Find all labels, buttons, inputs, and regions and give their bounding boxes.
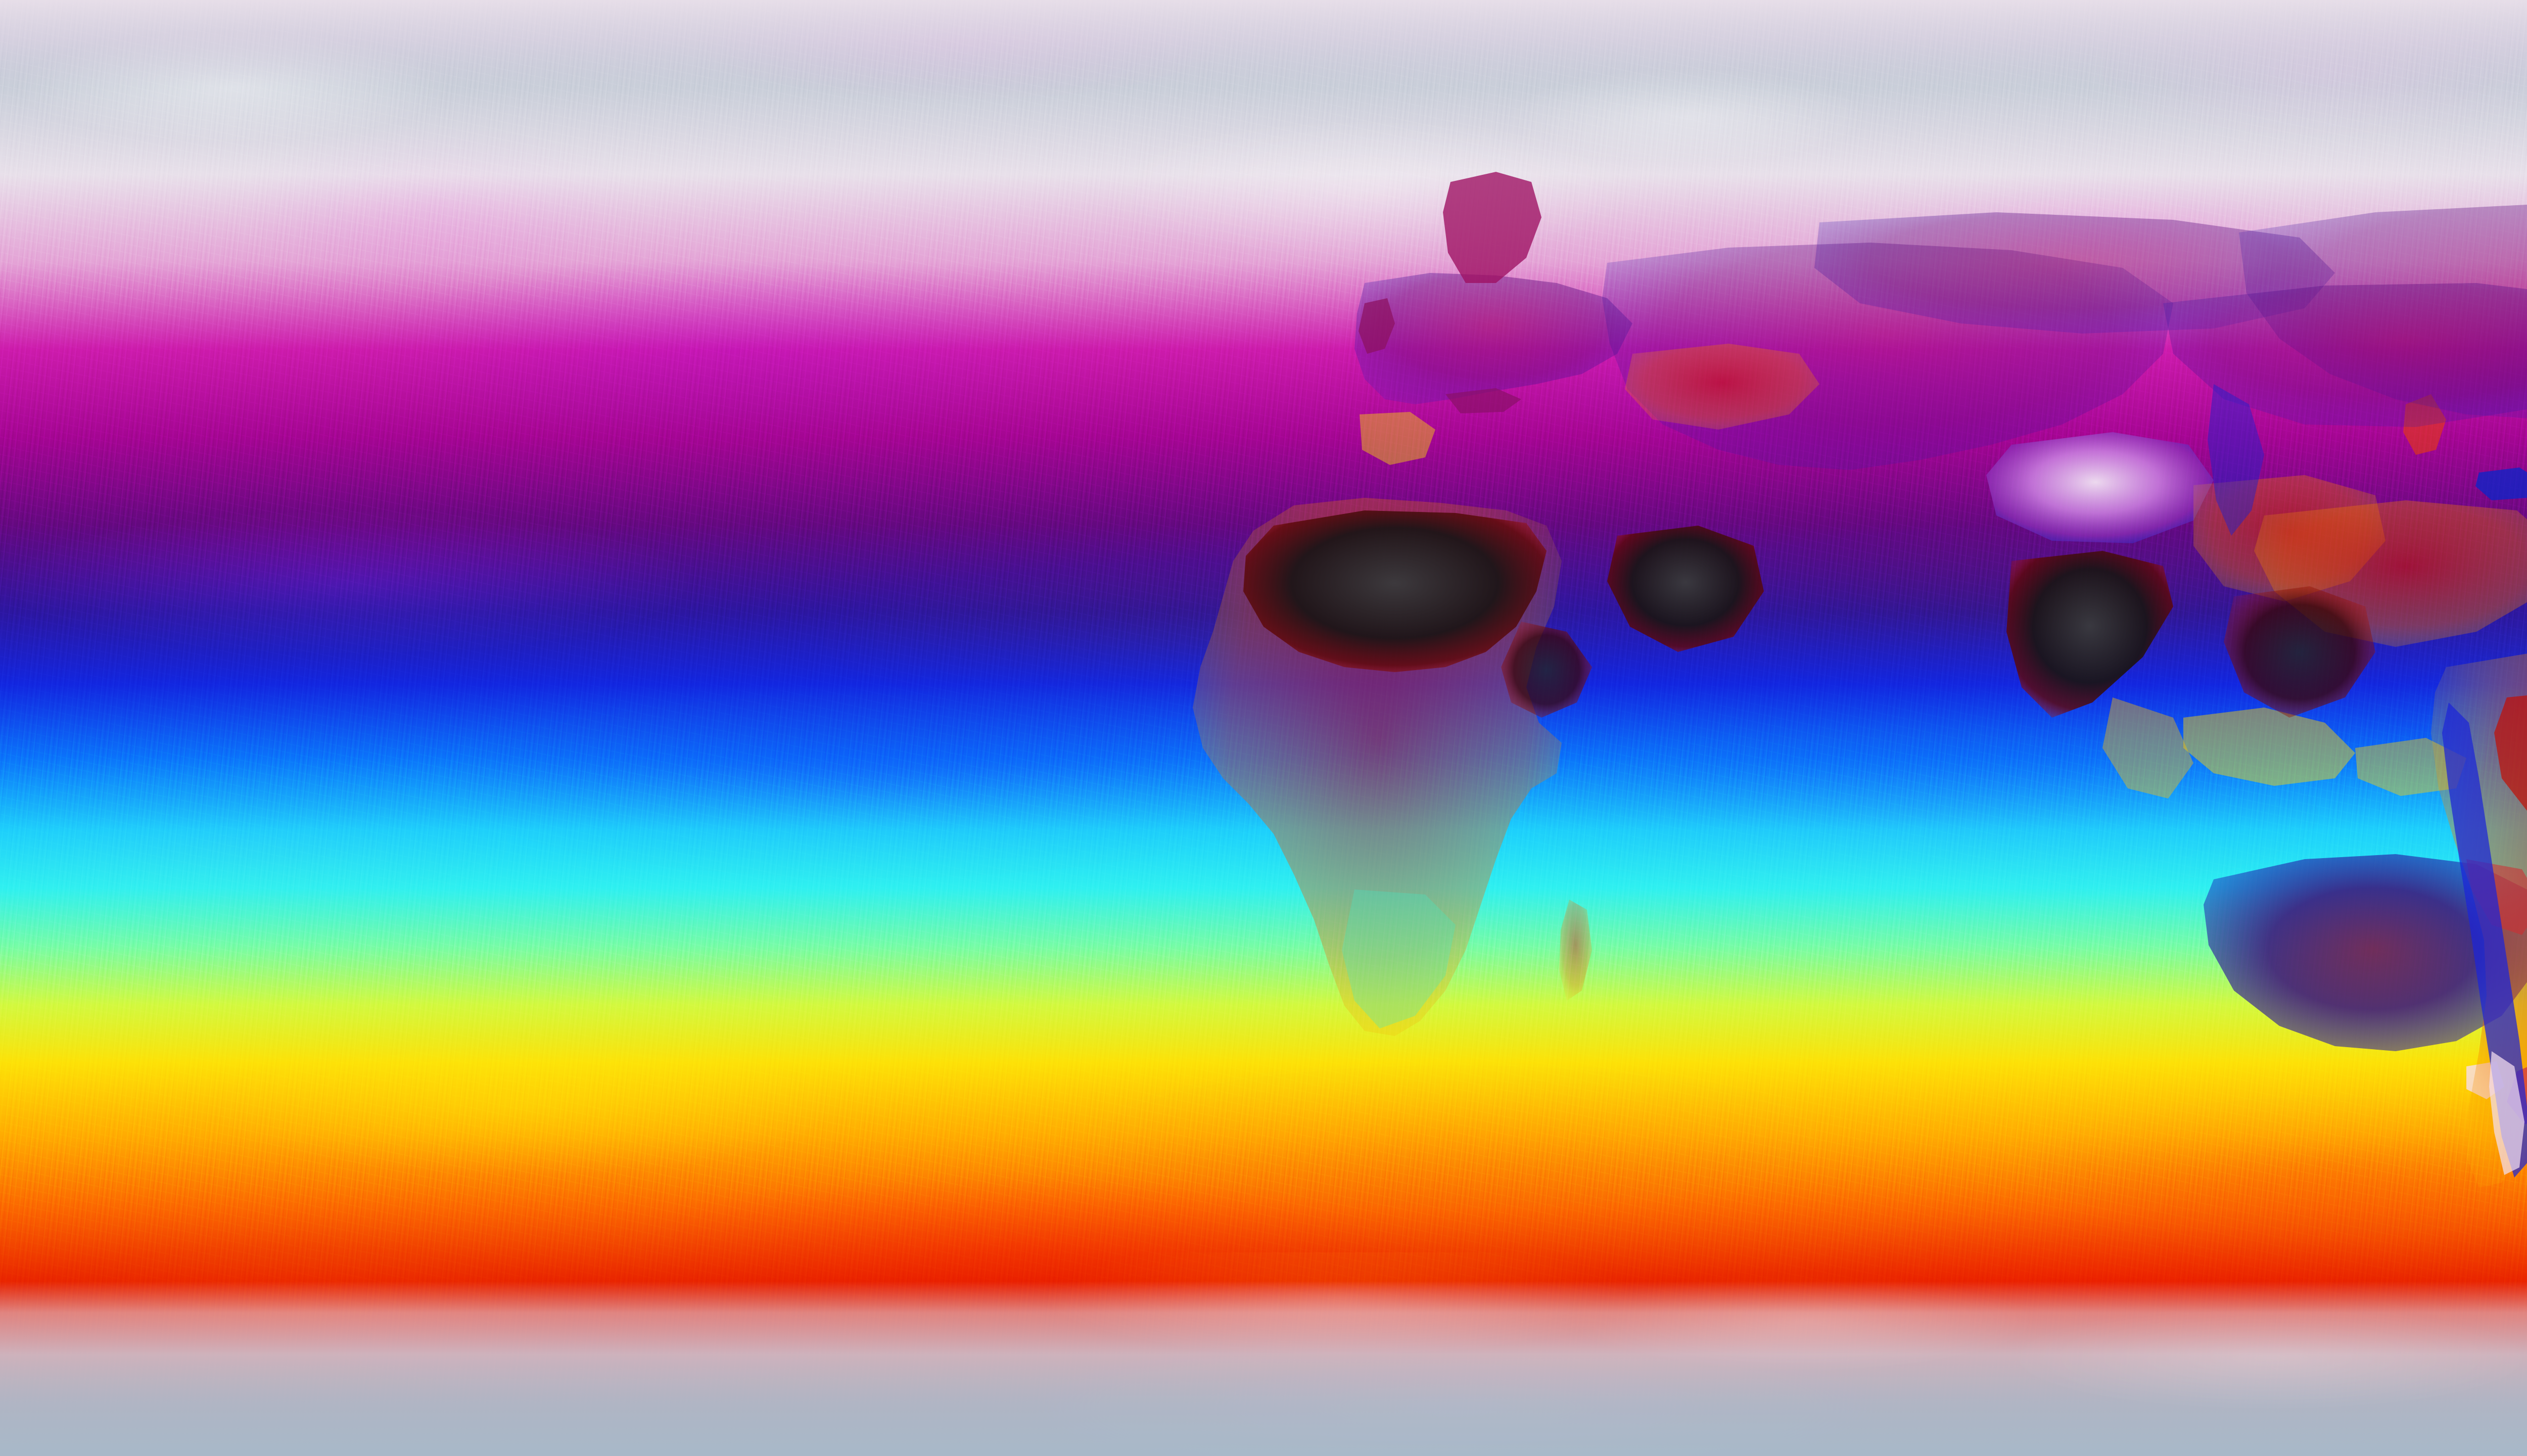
island-madagascar (1559, 900, 1592, 1001)
region-mexico-hot (2224, 586, 2375, 718)
feature-great-lakes (2475, 467, 2527, 500)
continent-south-america (2431, 653, 2527, 1188)
region-india-hot (2006, 551, 2173, 718)
range-andes (2442, 702, 2527, 1178)
range-alps (1445, 388, 1521, 413)
australia-cold-interior (2204, 854, 2527, 1051)
sahara-hot-region (1243, 510, 1547, 672)
region-scandinavia (1443, 172, 1541, 283)
region-tibetan-plateau (1986, 432, 2214, 543)
antarctic-ice-texture (0, 1252, 2527, 1456)
continent-europe (1354, 172, 1632, 465)
island-british-isles (1359, 298, 1395, 354)
range-rockies (2208, 384, 2264, 536)
region-arabia-hot (1607, 526, 1764, 652)
arctic-ice-cap (0, 0, 2527, 87)
continent-north-america (2163, 205, 2527, 718)
continent-antarctica (0, 1281, 2527, 1456)
continent-asia (1602, 212, 2446, 718)
region-amazon (2494, 695, 2527, 811)
continent-africa (1193, 498, 1592, 1036)
